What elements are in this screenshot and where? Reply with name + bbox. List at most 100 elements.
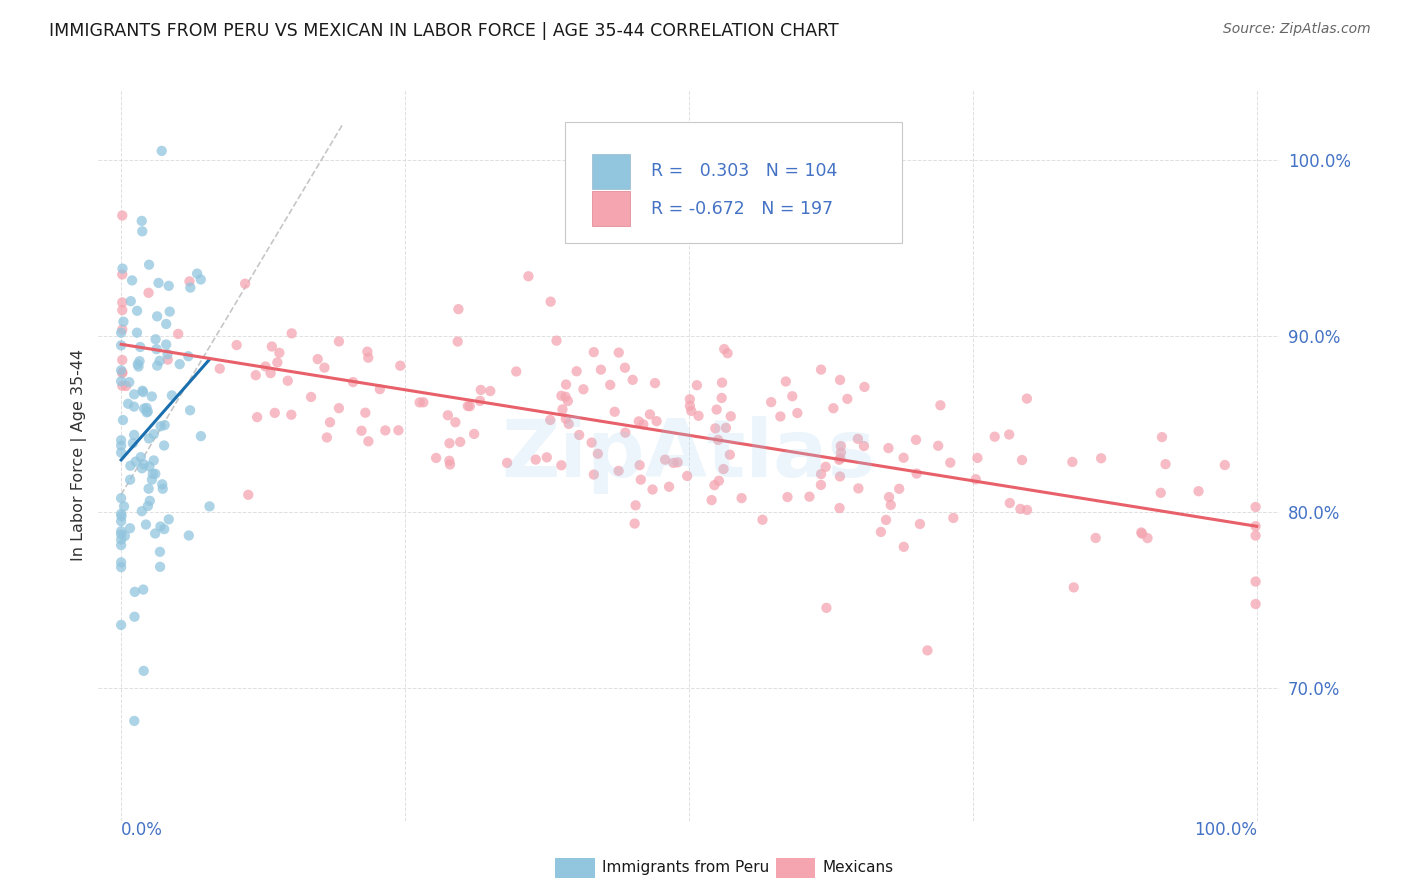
- Mexicans: [179, 274, 201, 288]
- Immigrants from Peru: [110, 555, 132, 569]
- Mexicans: [703, 478, 725, 492]
- Mexicans: [572, 382, 595, 396]
- Mexicans: [254, 359, 277, 374]
- Mexicans: [998, 427, 1021, 442]
- Immigrants from Peru: [122, 400, 145, 414]
- Immigrants from Peru: [198, 500, 221, 514]
- Mexicans: [676, 469, 699, 483]
- Mexicans: [551, 402, 574, 417]
- Mexicans: [463, 426, 485, 441]
- Mexicans: [357, 434, 380, 449]
- Mexicans: [277, 374, 299, 388]
- Mexicans: [357, 351, 380, 365]
- Immigrants from Peru: [159, 304, 181, 318]
- Immigrants from Peru: [150, 144, 173, 158]
- Immigrants from Peru: [142, 427, 165, 442]
- Text: 0.0%: 0.0%: [121, 821, 163, 838]
- Immigrants from Peru: [131, 461, 153, 475]
- Mexicans: [810, 362, 832, 376]
- Mexicans: [589, 362, 612, 376]
- Immigrants from Peru: [160, 388, 183, 402]
- Immigrants from Peru: [118, 375, 141, 389]
- Mexicans: [550, 389, 572, 403]
- Mexicans: [479, 384, 502, 398]
- Mexicans: [1244, 500, 1267, 514]
- Immigrants from Peru: [110, 524, 132, 539]
- Immigrants from Peru: [110, 326, 132, 340]
- Mexicans: [1150, 430, 1173, 444]
- Immigrants from Peru: [110, 507, 132, 521]
- Text: IMMIGRANTS FROM PERU VS MEXICAN IN LABOR FORCE | AGE 35-44 CORRELATION CHART: IMMIGRANTS FROM PERU VS MEXICAN IN LABOR…: [49, 22, 839, 40]
- Mexicans: [246, 410, 269, 425]
- Mexicans: [557, 394, 579, 409]
- Mexicans: [468, 393, 491, 408]
- Mexicans: [889, 482, 911, 496]
- Mexicans: [586, 447, 609, 461]
- Mexicans: [776, 490, 799, 504]
- Immigrants from Peru: [131, 224, 153, 238]
- Mexicans: [307, 352, 329, 367]
- Mexicans: [374, 424, 396, 438]
- Immigrants from Peru: [141, 389, 163, 403]
- Immigrants from Peru: [125, 326, 148, 340]
- Immigrants from Peru: [110, 527, 132, 541]
- Mexicans: [704, 421, 727, 435]
- Mexicans: [266, 355, 288, 369]
- Mexicans: [1130, 525, 1153, 540]
- Mexicans: [711, 376, 734, 390]
- Mexicans: [111, 303, 134, 318]
- Mexicans: [1244, 597, 1267, 611]
- Mexicans: [342, 375, 364, 389]
- Immigrants from Peru: [120, 294, 142, 309]
- Immigrants from Peru: [146, 359, 169, 373]
- Mexicans: [1015, 503, 1038, 517]
- Mexicans: [1062, 455, 1084, 469]
- Immigrants from Peru: [139, 493, 162, 508]
- Text: ZipAtlas: ZipAtlas: [502, 416, 876, 494]
- Mexicans: [280, 408, 302, 422]
- Mexicans: [554, 390, 576, 404]
- Mexicans: [614, 425, 637, 440]
- Mexicans: [1244, 528, 1267, 542]
- Mexicans: [983, 430, 1005, 444]
- Mexicans: [1213, 458, 1236, 472]
- Mexicans: [1084, 531, 1107, 545]
- Mexicans: [225, 338, 247, 352]
- Immigrants from Peru: [153, 438, 176, 452]
- Immigrants from Peru: [177, 528, 200, 542]
- Immigrants from Peru: [110, 538, 132, 552]
- Mexicans: [319, 415, 342, 429]
- Immigrants from Peru: [152, 482, 174, 496]
- Mexicans: [1136, 531, 1159, 545]
- Mexicans: [875, 513, 897, 527]
- Immigrants from Peru: [128, 359, 150, 374]
- Immigrants from Peru: [190, 429, 212, 443]
- Immigrants from Peru: [110, 514, 132, 528]
- Mexicans: [449, 434, 471, 449]
- Mexicans: [852, 439, 875, 453]
- Mexicans: [799, 490, 821, 504]
- Mexicans: [638, 408, 661, 422]
- Immigrants from Peru: [153, 418, 176, 433]
- Immigrants from Peru: [132, 385, 155, 400]
- Immigrants from Peru: [129, 340, 152, 354]
- Immigrants from Peru: [135, 401, 157, 415]
- Mexicans: [1063, 580, 1085, 594]
- Immigrants from Peru: [112, 315, 135, 329]
- Mexicans: [658, 480, 681, 494]
- Mexicans: [786, 406, 808, 420]
- Mexicans: [713, 462, 735, 476]
- Mexicans: [540, 294, 562, 309]
- Mexicans: [447, 334, 470, 349]
- Immigrants from Peru: [111, 261, 134, 276]
- Mexicans: [1244, 574, 1267, 589]
- Immigrants from Peru: [138, 459, 160, 474]
- Immigrants from Peru: [190, 272, 212, 286]
- Mexicans: [782, 389, 804, 403]
- Mexicans: [965, 472, 987, 486]
- Mexicans: [138, 285, 160, 300]
- Mexicans: [447, 302, 470, 317]
- Immigrants from Peru: [110, 491, 132, 505]
- Mexicans: [238, 488, 260, 502]
- Mexicans: [707, 474, 730, 488]
